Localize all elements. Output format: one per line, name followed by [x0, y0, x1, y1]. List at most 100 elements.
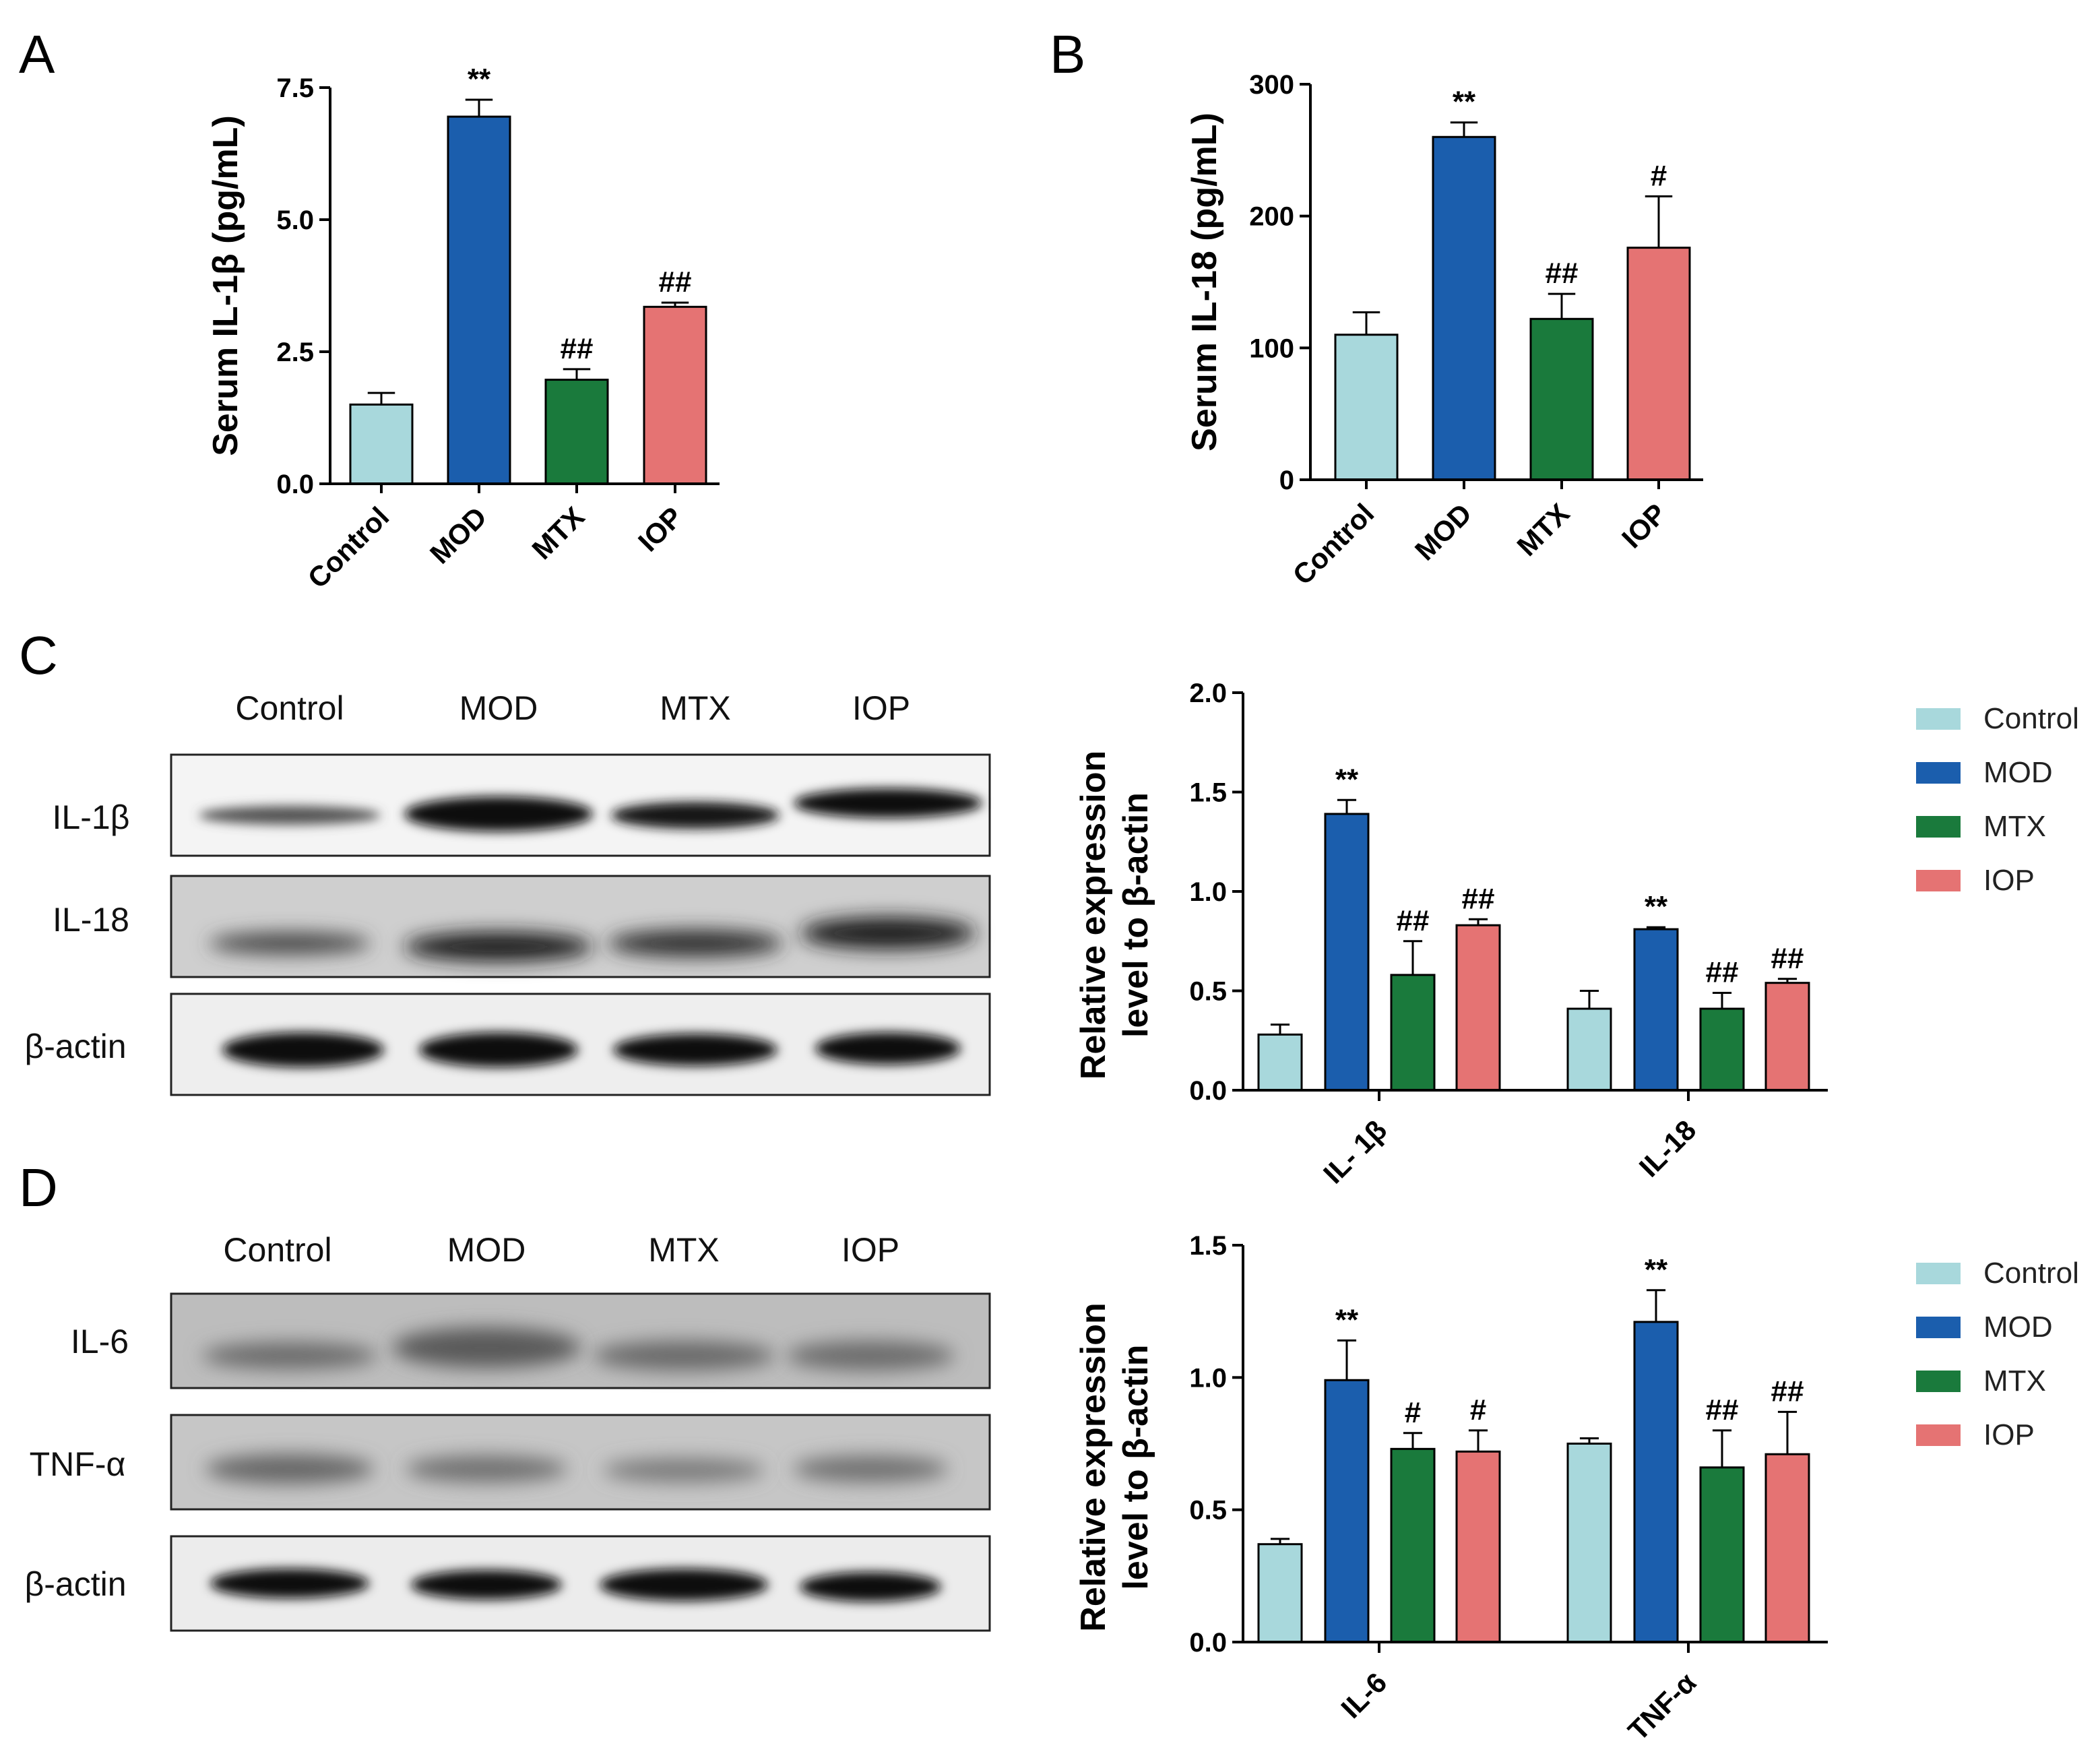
blot-band: [593, 1341, 775, 1371]
x-category-label: MTX: [1510, 497, 1575, 562]
x-category-label: Control: [302, 501, 395, 594]
blot-band: [608, 930, 783, 957]
bar: [349, 403, 414, 485]
y-tick-label: 1.5: [1189, 1231, 1227, 1261]
blot-band: [815, 1032, 961, 1065]
legend-label: Control: [1983, 1257, 2079, 1290]
blot-c-lane-iop: IOP: [852, 689, 910, 727]
bar: [544, 379, 609, 485]
blot-d-lane-control: Control: [223, 1231, 331, 1269]
significance-label: **: [1335, 1303, 1359, 1336]
legend-label: MTX: [1983, 810, 2046, 843]
y-tick-label: 200: [1249, 202, 1294, 232]
blot-d-lane-iop: IOP: [841, 1231, 899, 1269]
legend-swatch: [1916, 1371, 1961, 1392]
blot-band: [411, 1570, 562, 1600]
bar: [1633, 928, 1679, 1092]
y-tick-label: 2.5: [276, 338, 314, 367]
blot-band: [202, 1342, 377, 1369]
x-category-label: IL- 1β: [1317, 1114, 1393, 1189]
blot-c-lane-mtx: MTX: [660, 689, 731, 727]
western-blot-c: Control MOD MTX IOP IL-1β IL-18 β-actin: [24, 689, 991, 1096]
legend-label: MOD: [1983, 1311, 2053, 1344]
bar: [1324, 813, 1370, 1092]
bar: [1390, 1447, 1436, 1643]
blot-c-row-il18: IL-18: [53, 901, 129, 939]
blot-band: [613, 1034, 777, 1066]
legend-swatch: [1916, 816, 1961, 838]
bar: [1257, 1033, 1303, 1092]
x-category-label: MTX: [526, 501, 590, 565]
legend-swatch: [1916, 870, 1961, 891]
bar: [1633, 1321, 1679, 1643]
blot-d-lane-mod: MOD: [447, 1231, 526, 1269]
legend-label: IOP: [1983, 864, 2035, 897]
bar: [643, 305, 707, 485]
significance-label: **: [468, 63, 491, 96]
legend-label: MOD: [1983, 756, 2053, 789]
y-axis-label: Relative expression: [1074, 1302, 1113, 1631]
blot-band: [603, 1458, 765, 1482]
significance-label: ##: [1706, 955, 1739, 988]
blot-d-membrane-il6: [170, 1292, 991, 1389]
significance-label: ##: [1397, 904, 1430, 937]
bar: [1257, 1543, 1303, 1643]
y-tick-label: 2.0: [1189, 679, 1227, 708]
bar: [1699, 1007, 1745, 1092]
legend-swatch: [1916, 708, 1961, 730]
legend-swatch: [1916, 1317, 1961, 1338]
legend-label: MTX: [1983, 1364, 2046, 1397]
significance-label: ##: [1462, 882, 1495, 915]
x-category-label: MOD: [424, 501, 493, 570]
y-tick-label: 0.0: [1189, 1076, 1227, 1106]
blot-band: [404, 796, 593, 831]
chart-relative-expression-c: ** ** ## ## ## ## 0.0 0.5 1.0 1.5 2.0 IL- 1β IL-18 Re…: [1074, 679, 2079, 1190]
blot-band: [209, 933, 371, 954]
y-tick-label: 1.5: [1189, 778, 1227, 808]
significance-label: **: [1453, 86, 1476, 119]
blot-d-row-tnf: TNF-α: [30, 1445, 126, 1483]
y-tick-label: 0.5: [1189, 977, 1227, 1007]
significance-label: ##: [1706, 1393, 1739, 1426]
legend-label: Control: [1983, 702, 2079, 735]
blot-band: [210, 1569, 369, 1598]
bar: [1699, 1466, 1745, 1643]
blot-band: [199, 806, 381, 825]
blot-band: [406, 1455, 567, 1482]
y-axis-label: Serum IL-1β (pg/mL): [206, 115, 245, 456]
significance-label: **: [1645, 1253, 1668, 1286]
y-tick-label: 0: [1279, 466, 1294, 495]
legend-swatch: [1916, 1263, 1961, 1284]
bar: [1324, 1379, 1370, 1643]
blot-band: [600, 1569, 768, 1601]
blot-band: [419, 1032, 578, 1067]
y-tick-label: 0.5: [1189, 1496, 1227, 1525]
significance-label: #: [1470, 1393, 1486, 1426]
bar: [1432, 135, 1496, 481]
blot-band: [205, 1454, 374, 1484]
y-tick-label: 1.0: [1189, 1363, 1227, 1393]
significance-label: ##: [1771, 1375, 1804, 1408]
y-axis-label: level to β-actin: [1116, 1344, 1155, 1590]
bar: [447, 115, 511, 485]
panel-letter-b: B: [1050, 24, 1085, 84]
significance-label: ##: [1771, 942, 1804, 975]
y-tick-label: 300: [1249, 70, 1294, 100]
bar: [1764, 1453, 1810, 1643]
blot-band: [800, 1572, 941, 1602]
chart-serum-il1b: ** ## ## 0.0 2.5 5.0 7.5 Control MOD MTX IOP Serum …: [206, 63, 720, 594]
significance-label: **: [1335, 763, 1359, 796]
y-tick-label: 0.0: [276, 470, 314, 499]
y-tick-label: 0.0: [1189, 1628, 1227, 1658]
western-blot-d: Control MOD MTX IOP IL-6 TNF-α β-actin: [24, 1231, 991, 1632]
y-tick-label: 100: [1249, 334, 1294, 363]
panel-letter-a: A: [19, 24, 55, 84]
bar: [1455, 1450, 1501, 1643]
blot-band: [793, 1455, 948, 1482]
bar: [1529, 317, 1594, 481]
blot-d-row-actin: β-actin: [24, 1565, 126, 1603]
y-axis-label: Relative expression: [1074, 751, 1113, 1079]
significance-label: ##: [561, 332, 594, 365]
panel-letter-d: D: [19, 1158, 58, 1218]
